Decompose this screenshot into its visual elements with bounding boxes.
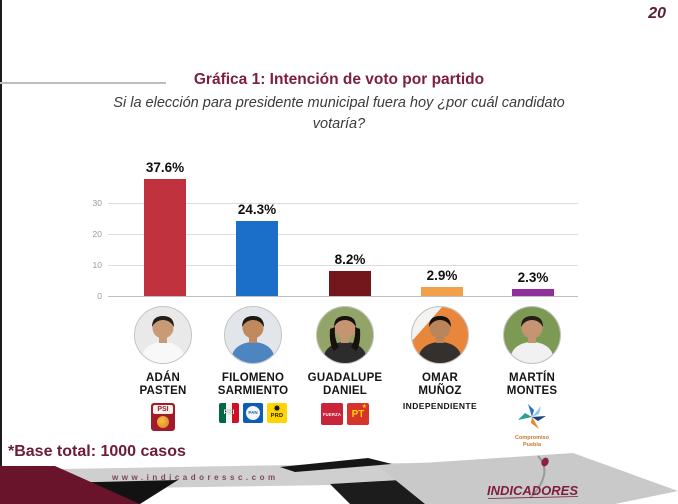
- psi-party-logo-icon: PSI: [151, 403, 175, 431]
- party-logos: Compromiso Puebla: [486, 403, 578, 448]
- brand-wordmark: INDICADORES: [487, 483, 578, 498]
- candidate-card-adan-pasten: ADÁN PASTEN PSI: [117, 306, 209, 431]
- base-total-footnote: *Base total: 1000 casos: [8, 443, 186, 460]
- fuerza-party-logo-icon: FUERZA: [321, 403, 343, 425]
- candidate-card-omar-munoz: OMAR MUÑOZ INDEPENDIENTE: [394, 306, 486, 411]
- prd-sun-icon: ✸: [273, 404, 281, 413]
- gridline-30: [108, 203, 578, 204]
- candidate-name: ADÁN PASTEN: [139, 372, 187, 397]
- party-logos: PSI: [117, 403, 209, 431]
- pri-party-logo-icon: PRI: [219, 403, 239, 423]
- y-axis-tick-20: 20: [92, 229, 102, 239]
- bar-mart-n-montes: [512, 289, 554, 296]
- header-divider-line: [0, 82, 166, 84]
- chart-title: Gráfica 1: Intención de voto por partido: [193, 71, 485, 88]
- footer-website: www.indicadoressc.com: [111, 473, 279, 482]
- party-logos: PRI PAN ✸ PRD: [207, 403, 299, 423]
- candidate-name: OMAR MUÑOZ: [418, 372, 462, 397]
- candidate-photo: [134, 306, 192, 364]
- bar-omar-mu-oz: [421, 287, 463, 296]
- candidate-photo: [316, 306, 374, 364]
- candidate-name: GUADALUPE DANIEL: [307, 372, 383, 397]
- candidate-card-martin-montes: MARTÍN MONTES Compromiso Puebla: [486, 306, 578, 448]
- brand-dot-icon: [541, 457, 549, 467]
- chart-subtitle-line2: votaría?: [312, 116, 366, 132]
- y-axis-tick-0: 0: [97, 291, 102, 301]
- party-logos: FUERZA PT ★: [299, 403, 391, 425]
- candidate-name: MARTÍN MONTES: [506, 372, 558, 397]
- bar-value-label: 2.9%: [426, 268, 458, 283]
- y-axis-tick-30: 30: [92, 198, 102, 208]
- psi-emblem-icon: [157, 416, 169, 428]
- independent-label: INDEPENDIENTE: [402, 401, 478, 411]
- bar-filomeno-sarmiento: [236, 221, 278, 296]
- candidate-photo: [503, 306, 561, 364]
- bar-value-label: 37.6%: [145, 160, 185, 175]
- compromiso-star-icon: [518, 404, 546, 429]
- y-axis-tick-10: 10: [92, 260, 102, 270]
- candidate-name: FILOMENO SARMIENTO: [217, 372, 289, 397]
- footer-banner: www.indicadoressc.com INDICADORES: [0, 453, 678, 504]
- chart-subtitle-line1: Si la elección para presidente municipal…: [113, 95, 565, 111]
- footer-grey-parallelogram: [378, 453, 678, 504]
- prd-party-logo-icon: ✸ PRD: [267, 403, 287, 423]
- bar-value-label: 8.2%: [334, 252, 366, 267]
- gridline-20: [108, 234, 578, 235]
- gridline-10: [108, 265, 578, 266]
- footer-maroon-shape: [0, 466, 140, 504]
- page-number: 20: [648, 5, 666, 22]
- brand-underline: [487, 496, 579, 499]
- candidate-photo: [224, 306, 282, 364]
- bar-chart: 0 10 20 30 37.6% 24.3% 8.2% 2.9% 2.3%: [0, 160, 678, 305]
- pt-star-icon: ★: [361, 404, 367, 410]
- pt-party-logo-icon: PT ★: [347, 403, 369, 425]
- pan-party-logo-icon: PAN: [243, 403, 263, 423]
- slide-left-border: [0, 0, 2, 468]
- bar-guadalupe-daniel: [329, 271, 371, 296]
- footer-black-wedge-icon: [280, 458, 392, 472]
- candidate-card-filomeno-sarmiento: FILOMENO SARMIENTO PRI PAN ✸ PRD: [207, 306, 299, 423]
- candidate-card-guadalupe-daniel: GUADALUPE DANIEL FUERZA PT ★: [299, 306, 391, 425]
- bar-value-label: 24.3%: [237, 202, 277, 217]
- bar-value-label: 2.3%: [517, 270, 549, 285]
- compromiso-puebla-logo-icon: Compromiso Puebla: [486, 403, 578, 448]
- bar-ad-n-pasten: [144, 179, 186, 296]
- brand-swoosh-icon: [529, 455, 546, 499]
- candidate-photo: [411, 306, 469, 364]
- gridline-0: [108, 296, 578, 297]
